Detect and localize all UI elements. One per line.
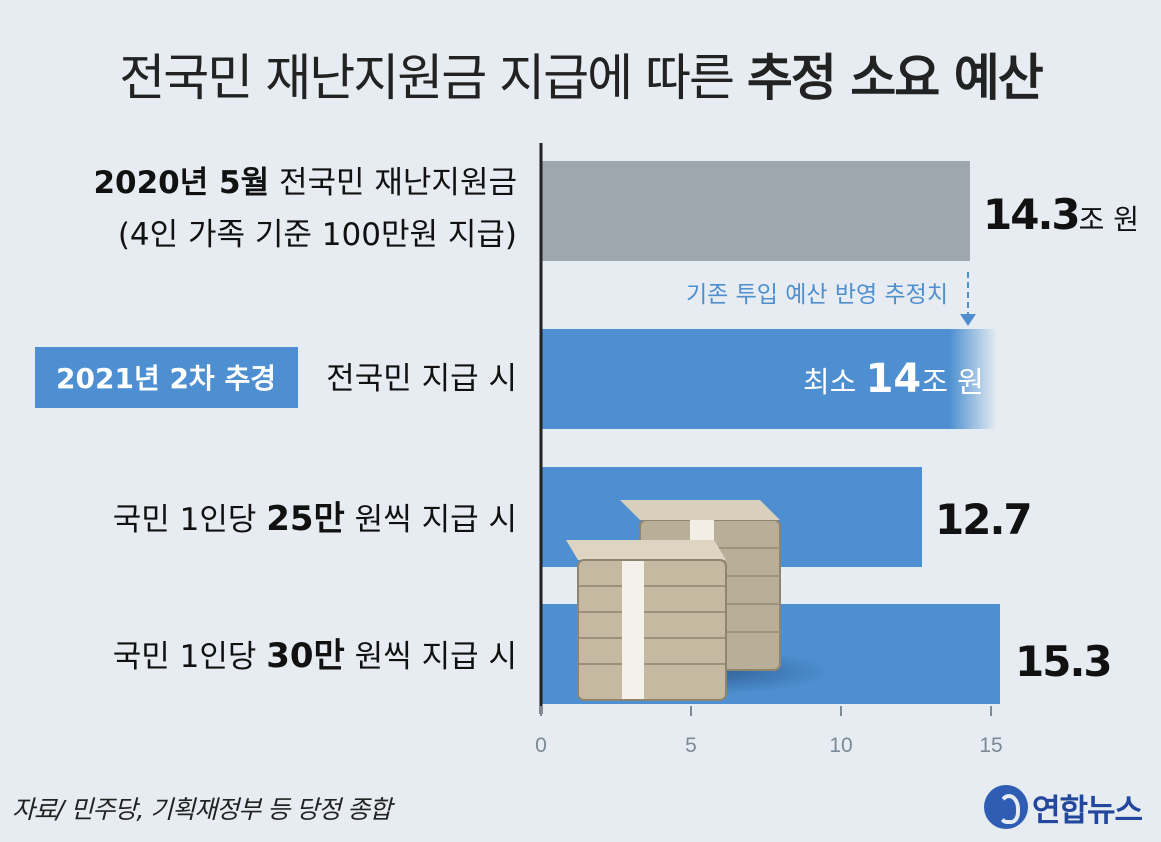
row-label-25-pre: 국민 1인당 <box>113 502 267 538</box>
value-2020-unit: 조 원 <box>1079 203 1139 236</box>
tag-2021-label: 2021년 2차 추경 <box>56 362 276 395</box>
bar-2020 <box>541 161 970 261</box>
value-2020-number: 14.3 <box>983 190 1079 239</box>
title-light: 전국민 재난지원금 지급에 따른 <box>119 49 747 107</box>
row-label-30-bold: 30만 <box>266 636 345 676</box>
value-2021-prefix: 최소 <box>803 365 866 399</box>
value-label-30: 15.3 <box>1015 637 1111 686</box>
row-label-30: 국민 1인당 30만 원씩 지급 시 <box>113 636 517 676</box>
row-label-2020-bold: 2020년 5월 <box>93 165 269 201</box>
value-label-2020: 14.3조 원 <box>983 190 1139 239</box>
value-label-2021: 최소 14조 원 <box>803 356 984 402</box>
logo-text: 연합뉴스 <box>1032 792 1143 829</box>
row-label-30-pre: 국민 1인당 <box>113 639 267 675</box>
x-tick-label: 0 <box>535 734 547 757</box>
x-tick-label: 15 <box>979 734 1002 757</box>
bar-2021-fade <box>949 329 997 429</box>
value-2021-number: 14 <box>866 356 922 402</box>
yonhap-logo-icon <box>984 785 1028 829</box>
chart-title: 전국민 재난지원금 지급에 따른 추정 소요 예산 <box>0 38 1161 110</box>
row-label-25: 국민 1인당 25만 원씩 지급 시 <box>113 499 517 539</box>
value-2021-unit: 조 원 <box>921 365 984 399</box>
value-label-25: 12.7 <box>935 495 1031 544</box>
row-label-25-bold: 25만 <box>266 499 345 539</box>
tag-background <box>35 347 298 408</box>
source-note: 자료/ 민주당, 기획재정부 등 당정 종합 <box>12 795 392 824</box>
money-stack-illustration <box>566 500 830 701</box>
row-label-2020: 2020년 5월 전국민 재난지원금 <box>93 165 517 201</box>
bar-2021 <box>541 329 949 429</box>
row-label-2021: 전국민 지급 시 <box>326 361 517 397</box>
row-label-2020-rest: 전국민 재난지원금 <box>269 165 517 201</box>
row-label-30-post: 원씩 지급 시 <box>345 639 517 675</box>
x-tick-label: 5 <box>685 734 697 757</box>
title-bold: 추정 소요 예산 <box>746 49 1044 107</box>
x-tick-label: 10 <box>829 734 852 757</box>
annotation-arrow-icon <box>960 314 976 326</box>
row-label-25-post: 원씩 지급 시 <box>345 502 517 538</box>
yonhap-logo: 연합뉴스 <box>984 781 1143 833</box>
annotation-text: 기존 투입 예산 반영 추정치 <box>686 282 948 308</box>
row-label-2020-sub: (4인 가족 기준 100만원 지급) <box>118 217 517 253</box>
